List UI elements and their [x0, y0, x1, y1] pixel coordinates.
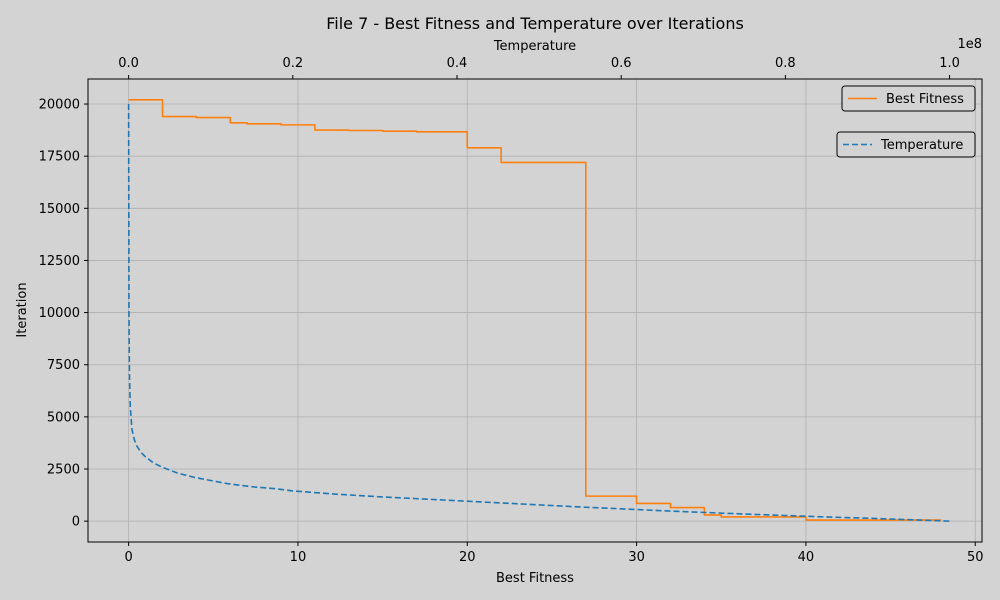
- top-x-tick-label: 0.0: [118, 56, 139, 71]
- legend-temperature: Temperature: [836, 131, 976, 158]
- top-x-axis-label: Temperature: [493, 39, 576, 54]
- legend-temperature-label: Temperature: [880, 138, 963, 153]
- y-tick-label: 20000: [39, 98, 80, 113]
- y-tick-label: 2500: [47, 463, 80, 478]
- series-layer: [127, 99, 950, 522]
- legend-best-fitness: Best Fitness: [841, 85, 976, 112]
- x-tick-label: 20: [459, 550, 476, 565]
- top-x-tick-label: 0.8: [775, 56, 796, 71]
- top-x-tick-label: 0.6: [611, 56, 632, 71]
- x-axis-label: Best Fitness: [496, 571, 574, 586]
- top-x-axis-offset: 1e8: [957, 37, 982, 52]
- ticks: 0 10 20 30 40 50 0 2500 5000 7500 10000 12500 15000 1…: [39, 56, 984, 565]
- y-axis-label: Iteration: [15, 282, 30, 337]
- series-line-best-fitness: [128, 99, 942, 521]
- x-tick-label: 50: [967, 550, 984, 565]
- y-tick-label: 7500: [47, 358, 80, 373]
- y-tick-label: 17500: [39, 150, 80, 165]
- plot-frame: [87, 78, 983, 543]
- y-tick-label: 10000: [39, 306, 80, 321]
- top-x-tick-label: 0.2: [282, 56, 303, 71]
- legend-best-fitness-box: [841, 85, 976, 112]
- top-x-tick-label: 0.4: [447, 56, 468, 71]
- y-tick-label: 5000: [47, 410, 80, 425]
- chart-title: File 7 - Best Fitness and Temperature ov…: [326, 14, 744, 33]
- legend-temperature-box: [836, 131, 976, 158]
- y-tick-label: 12500: [39, 254, 80, 269]
- x-tick-label: 30: [628, 550, 645, 565]
- y-tick-label: 0: [72, 515, 80, 530]
- x-tick-label: 40: [798, 550, 815, 565]
- y-tick-label: 15000: [39, 202, 80, 217]
- x-tick-label: 10: [290, 550, 307, 565]
- x-tick-label: 0: [124, 550, 132, 565]
- legend-best-fitness-label: Best Fitness: [886, 92, 964, 107]
- grid: [88, 79, 982, 542]
- top-x-tick-label: 1.0: [939, 56, 960, 71]
